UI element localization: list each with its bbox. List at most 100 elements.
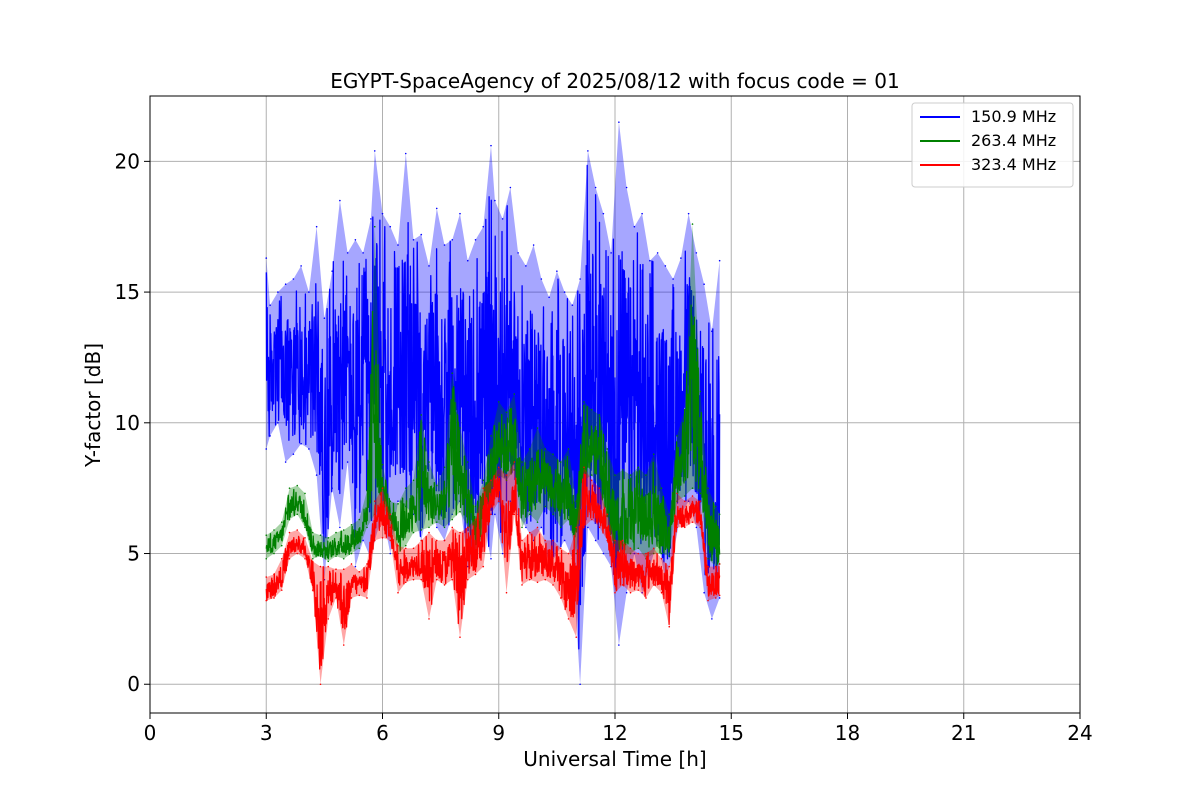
series-point-low bbox=[420, 529, 423, 531]
series-point-high bbox=[660, 487, 663, 489]
series-point-high bbox=[707, 565, 709, 568]
series-point-high bbox=[420, 539, 423, 542]
series-point-high bbox=[567, 552, 570, 555]
series-point-low bbox=[563, 539, 566, 542]
series-point-high bbox=[494, 199, 496, 202]
series-point-high bbox=[614, 474, 616, 476]
series-point-high bbox=[618, 121, 620, 123]
series-point-high bbox=[420, 233, 423, 236]
series-point-low bbox=[389, 552, 392, 555]
series-point-high bbox=[265, 534, 268, 537]
series-point-high bbox=[633, 225, 636, 228]
series-point-low bbox=[718, 597, 721, 599]
series-point-high bbox=[389, 225, 392, 228]
series-point-high bbox=[691, 495, 694, 497]
series-point-high bbox=[575, 500, 578, 503]
series-point-low bbox=[711, 618, 713, 620]
series-point-high bbox=[443, 466, 446, 469]
series-point-low bbox=[652, 552, 655, 555]
series-point-high bbox=[288, 531, 291, 534]
series-point-low bbox=[536, 581, 539, 584]
series-point-low bbox=[621, 584, 624, 586]
series-point-low bbox=[660, 552, 663, 555]
series-point-high bbox=[412, 547, 415, 550]
series-point-high bbox=[525, 265, 527, 267]
series-point-low bbox=[575, 552, 578, 555]
series-point-high bbox=[280, 521, 283, 523]
series-point-high bbox=[327, 537, 330, 539]
series-point-high bbox=[420, 414, 423, 416]
series-point-low bbox=[443, 584, 446, 586]
series-point-low bbox=[505, 591, 508, 594]
series-point-low bbox=[342, 644, 345, 646]
series-point-low bbox=[552, 584, 554, 586]
series-point-low bbox=[513, 513, 516, 516]
series-point-low bbox=[614, 591, 616, 594]
series-point-high bbox=[428, 265, 430, 267]
series-point-low bbox=[346, 461, 349, 463]
series-point-low bbox=[389, 539, 392, 542]
series-point-high bbox=[571, 304, 574, 306]
axis-ticks: 0 3 6 9 12 15 18 21 24 0 5 10 15 20 bbox=[115, 149, 1093, 745]
series-point-high bbox=[428, 461, 430, 463]
series-point-low bbox=[637, 589, 640, 591]
series-point-high bbox=[296, 529, 299, 531]
series-point-high bbox=[435, 207, 438, 210]
series-point-low bbox=[625, 591, 628, 594]
series-point-low bbox=[683, 495, 686, 497]
legend-entry: 323.4 MHz bbox=[971, 155, 1056, 174]
series-point-high bbox=[672, 278, 674, 280]
series-point-high bbox=[521, 539, 523, 542]
series-point-low bbox=[494, 513, 496, 516]
series-point-low bbox=[311, 557, 314, 560]
series-point-high bbox=[296, 484, 299, 487]
series-point-high bbox=[645, 552, 647, 555]
series-point-high bbox=[552, 539, 554, 542]
series-point-high bbox=[707, 487, 709, 489]
x-tick-label: 6 bbox=[376, 721, 389, 745]
series-point-low bbox=[552, 513, 554, 516]
series-point-low bbox=[397, 591, 399, 594]
series-point-low bbox=[590, 518, 593, 521]
series-point-high bbox=[404, 487, 407, 489]
series-point-low bbox=[544, 505, 547, 508]
series-point-low bbox=[536, 521, 539, 523]
series-point-low bbox=[528, 578, 531, 581]
series-point-high bbox=[381, 463, 384, 466]
series-point-high bbox=[466, 526, 469, 529]
series-point-low bbox=[308, 448, 310, 450]
series-point-high bbox=[656, 252, 659, 254]
series-point-low bbox=[629, 552, 632, 555]
series-point-high bbox=[466, 259, 469, 262]
series-point-low bbox=[528, 513, 531, 516]
series-point-low bbox=[567, 618, 570, 620]
series-point-low bbox=[451, 518, 454, 521]
series-point-high bbox=[265, 257, 268, 259]
series-point-low bbox=[373, 539, 376, 542]
series-point-low bbox=[428, 526, 430, 529]
series-point-low bbox=[358, 547, 361, 550]
series-point-low bbox=[559, 597, 562, 599]
series-point-high bbox=[459, 212, 461, 215]
series-point-low bbox=[296, 513, 299, 516]
x-tick-label: 18 bbox=[835, 721, 860, 745]
series-point-high bbox=[490, 144, 492, 147]
series-point-high bbox=[342, 568, 345, 571]
series-point-high bbox=[645, 474, 647, 476]
series-point-high bbox=[358, 571, 361, 573]
series-point-low bbox=[606, 539, 609, 542]
series-point-high bbox=[280, 557, 283, 560]
series-point-high bbox=[590, 408, 593, 411]
series-point-low bbox=[273, 597, 275, 599]
series-point-high bbox=[284, 283, 287, 286]
series-point-low bbox=[505, 479, 508, 482]
series-point-high bbox=[641, 212, 643, 215]
series-point-low bbox=[618, 644, 620, 646]
series-point-high bbox=[590, 479, 593, 482]
series-point-low bbox=[339, 526, 341, 529]
series-2 bbox=[265, 461, 721, 686]
series-point-high bbox=[490, 435, 492, 437]
series-point-low bbox=[641, 591, 643, 594]
legend-entry: 263.4 MHz bbox=[971, 131, 1056, 150]
series-line bbox=[265, 473, 721, 670]
